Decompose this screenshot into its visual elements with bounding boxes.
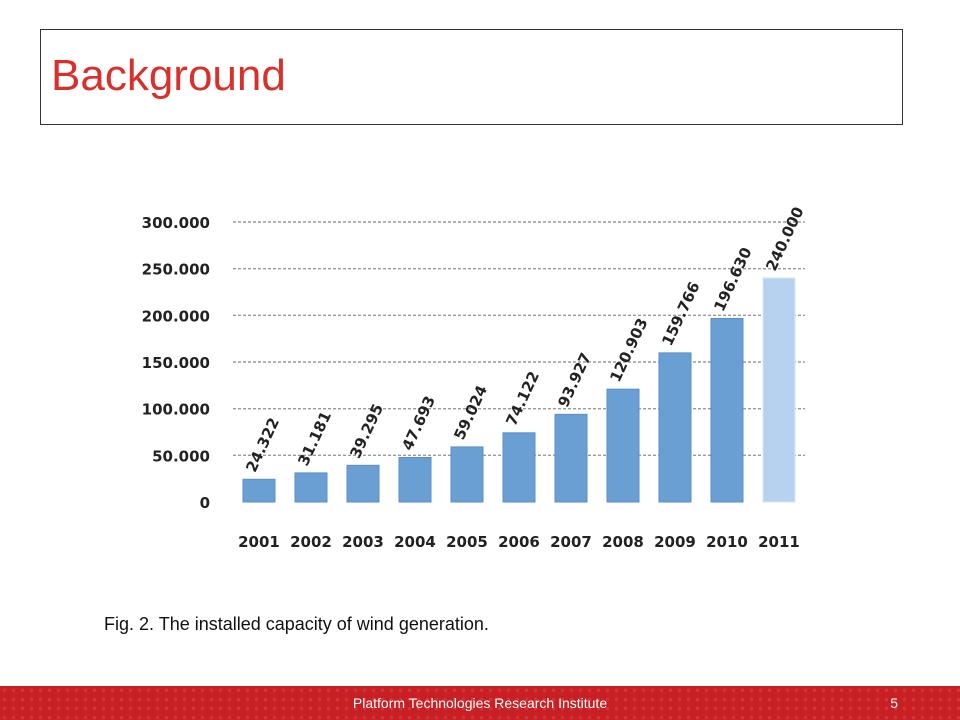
y-tick-label: 50.000	[152, 447, 210, 465]
footer-bar: Platform Technologies Research Institute…	[0, 686, 960, 720]
slide-title: Background	[51, 51, 286, 100]
x-tick-label: 2002	[290, 533, 332, 551]
bar-2003	[346, 464, 380, 503]
y-tick-label: 300.000	[142, 214, 210, 232]
x-tick-label: 2004	[394, 533, 436, 551]
bar-2008	[606, 388, 640, 503]
y-tick-label: 200.000	[142, 307, 210, 325]
y-tick-label: 100.000	[142, 401, 210, 419]
bar-2002	[294, 472, 328, 503]
bar-2004	[398, 456, 432, 503]
bar-2001	[242, 478, 276, 503]
y-tick-label: 150.000	[142, 354, 210, 372]
data-label: 93.927	[554, 350, 595, 410]
x-tick-label: 2003	[342, 533, 384, 551]
data-label: 47.693	[398, 393, 439, 453]
data-label: 196.630	[710, 245, 755, 315]
x-tick-label: 2009	[654, 533, 696, 551]
bar-2011	[762, 277, 796, 503]
x-tick-label: 2005	[446, 533, 488, 551]
page-number: 5	[890, 695, 898, 711]
bar-2006	[502, 432, 536, 503]
data-label: 59.024	[450, 383, 491, 443]
data-label: 240.000	[762, 204, 807, 274]
data-label: 24.322	[242, 415, 283, 475]
x-tick-label: 2008	[602, 533, 644, 551]
x-tick-label: 2011	[758, 533, 800, 551]
data-label: 39.295	[346, 401, 387, 461]
x-tick-label: 2001	[238, 533, 280, 551]
y-tick-label: 250.000	[142, 261, 210, 279]
figure-caption: Fig. 2. The installed capacity of wind g…	[104, 614, 489, 634]
x-tick-label: 2006	[498, 533, 540, 551]
bar-2007	[554, 413, 588, 503]
bar-2010	[710, 317, 744, 503]
x-tick-label: 2010	[706, 533, 748, 551]
y-tick-label: 0	[200, 494, 210, 512]
bar-2005	[450, 446, 484, 503]
title-box: Background	[40, 29, 903, 125]
x-tick-label: 2007	[550, 533, 592, 551]
footer-text: Platform Technologies Research Institute	[352, 695, 608, 711]
wind-capacity-bar-chart: 0 50.000 100.000 150.000 200.000 250.000 300.0…	[142, 204, 808, 551]
data-label: 74.122	[502, 368, 543, 428]
bar-2009	[658, 352, 692, 503]
data-label: 120.903	[606, 315, 651, 385]
data-label: 31.181	[294, 409, 335, 469]
data-label: 159.766	[658, 279, 703, 349]
